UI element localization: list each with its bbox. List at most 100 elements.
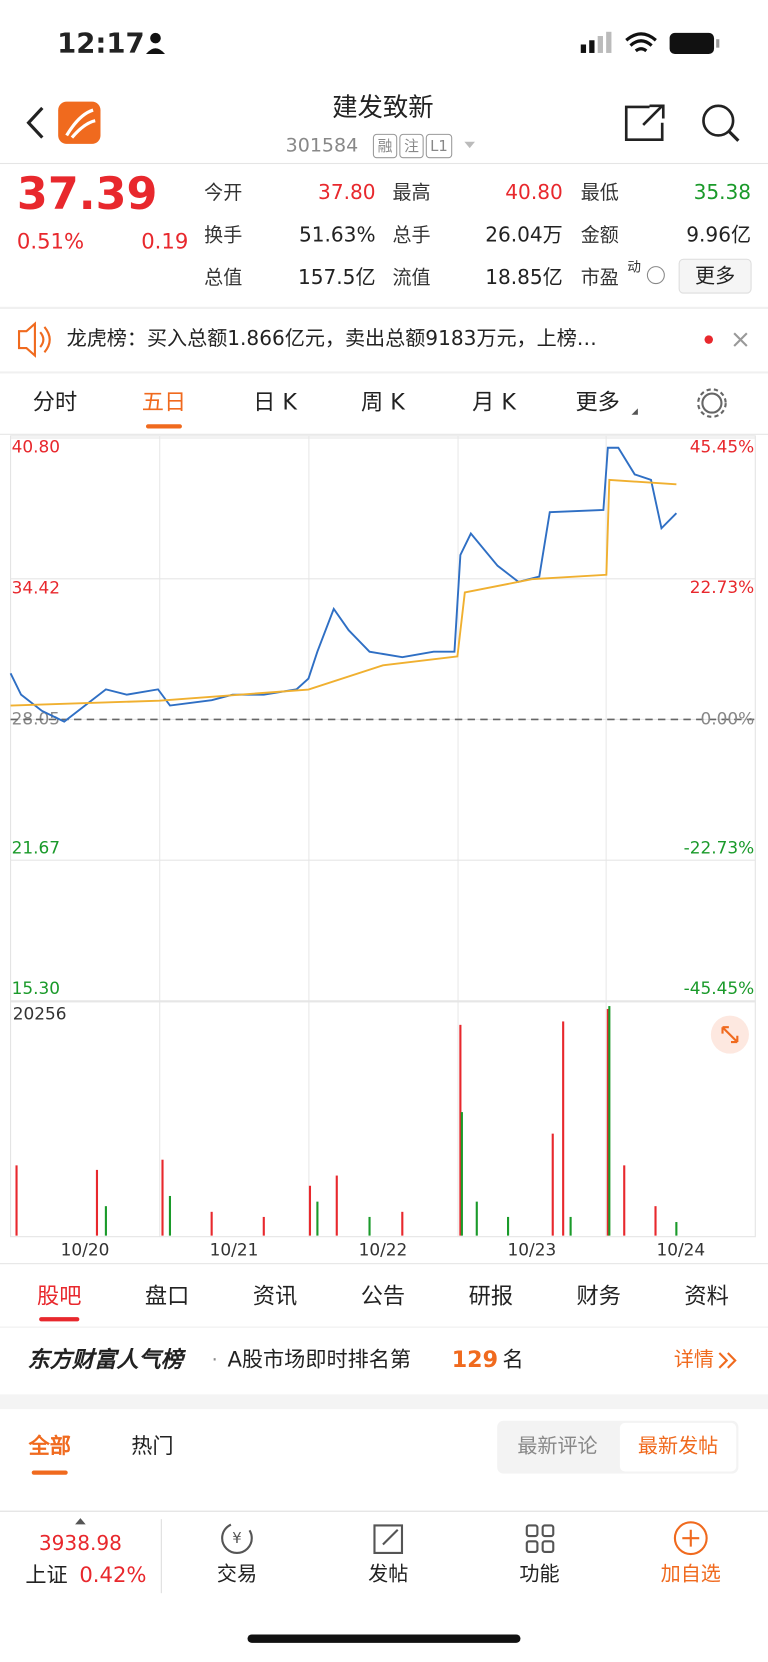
y-tick-label: 34.42: [12, 577, 60, 597]
banner-text[interactable]: 龙虎榜：买入总额1.866亿元，卖出总额9183万元，上榜…: [67, 326, 597, 350]
battery-tip: [716, 39, 720, 48]
more-label: 更多: [695, 264, 735, 288]
price-line: [10, 478, 677, 707]
feed-tab[interactable]: 全部: [28, 1433, 71, 1458]
expand-arrow[interactable]: [75, 1518, 86, 1525]
unread-dot: [704, 335, 713, 344]
index-value: 3938.98: [39, 1531, 122, 1555]
settings-gear: [697, 388, 727, 418]
ranking-brand: 东方财富人气榜: [28, 1347, 187, 1373]
nav-label[interactable]: 加自选: [661, 1562, 721, 1586]
x-tick-label: 10/22: [359, 1239, 408, 1259]
nav-label[interactable]: 发帖: [368, 1562, 408, 1586]
chart-tab[interactable]: 周 K: [361, 390, 406, 416]
stat-label: 最高: [392, 182, 430, 204]
nav-label[interactable]: 功能: [519, 1562, 559, 1586]
close-banner[interactable]: [733, 332, 748, 347]
trade-icon-glyph: ¥: [232, 1530, 241, 1547]
info-tab[interactable]: 资讯: [253, 1283, 297, 1309]
chart-tab[interactable]: 分时: [33, 390, 77, 416]
y-tick-label: 21.67: [12, 838, 60, 858]
divider: [0, 306, 768, 309]
speaker-icon: [17, 321, 51, 358]
change-pct: 0.51%: [17, 228, 84, 253]
chart-tab[interactable]: 月 K: [472, 390, 517, 416]
y-tick-label: 20256: [13, 1004, 67, 1024]
volume-bar: [262, 1216, 265, 1236]
volume-bar: [506, 1216, 510, 1236]
y2-tick-label: 45.45%: [690, 437, 754, 457]
dropdown-arrow[interactable]: [631, 408, 638, 415]
signal-icon: [580, 31, 612, 53]
settings-button[interactable]: [701, 392, 723, 414]
tag-box: [399, 133, 424, 159]
stat-value: 9.96亿: [686, 222, 751, 246]
sort-option[interactable]: 最新评论: [517, 1434, 597, 1458]
volume-bar: [459, 1024, 462, 1236]
info-tab[interactable]: 资料: [684, 1283, 728, 1309]
volume-bar: [15, 1165, 18, 1236]
change: 0.19: [141, 228, 188, 253]
stat-label: 换手: [204, 224, 242, 246]
post-icon: [373, 1524, 404, 1555]
y2-tick-label: 22.73%: [690, 577, 754, 597]
info-tab[interactable]: 公告: [361, 1283, 405, 1309]
stat-label: 最低: [581, 182, 619, 204]
chart-tab[interactable]: 五日: [142, 390, 186, 416]
sort-option[interactable]: 最新发帖: [638, 1434, 718, 1458]
tag: L1: [430, 138, 448, 155]
y-tick-label: 15.30: [12, 978, 60, 998]
function-icon: [525, 1524, 555, 1553]
wifi-icon: [625, 32, 657, 53]
divider: [0, 371, 768, 374]
feed-tab[interactable]: 热门: [131, 1433, 173, 1458]
stat-label-sup: 动: [627, 260, 641, 276]
day-dividers: [159, 435, 607, 1237]
stat-value: 26.04万: [485, 222, 563, 246]
dropdown-arrow[interactable]: [464, 141, 475, 149]
stat-value: 35.38: [694, 180, 751, 204]
divider: [0, 1510, 768, 1512]
info-tab[interactable]: 研报: [469, 1283, 513, 1309]
x-tick-label: 10/23: [508, 1239, 557, 1259]
dot-separator: ·: [212, 1349, 218, 1371]
tab-underline: [145, 424, 182, 429]
status-time: 12:17: [57, 27, 145, 59]
trade-icon: [221, 1522, 253, 1555]
add-watch-icon: [673, 1521, 708, 1556]
stat-value: 37.80: [318, 180, 375, 204]
y2-tick-label: -45.45%: [684, 978, 755, 998]
stat-value: 40.80: [505, 180, 562, 204]
chart-tab[interactable]: 更多: [575, 390, 619, 416]
info-tab[interactable]: 盘口: [145, 1283, 189, 1309]
divider: [160, 1519, 162, 1594]
app-logo-mark: [65, 108, 96, 139]
tag: 融: [378, 138, 393, 155]
volume-bar: [401, 1211, 404, 1236]
stock-name: 建发致新: [332, 92, 434, 122]
stat-label: 流值: [392, 267, 430, 289]
x-tick-label: 10/24: [656, 1239, 705, 1259]
share-button[interactable]: [624, 104, 665, 142]
ranking-number: 129: [452, 1347, 498, 1373]
volume-bar: [606, 1008, 609, 1236]
info-tab[interactable]: 股吧: [37, 1283, 81, 1309]
battery-icon: [669, 32, 715, 55]
nav-label[interactable]: 交易: [217, 1562, 257, 1586]
y2-tick-label: -22.73%: [684, 837, 755, 857]
details-link[interactable]: 详情: [674, 1347, 714, 1371]
stat-label: 总值: [204, 267, 242, 289]
more-button[interactable]: [678, 258, 752, 294]
chart-tab[interactable]: 日 K: [253, 390, 298, 416]
back-button[interactable]: [26, 106, 44, 139]
info-tab[interactable]: 财务: [577, 1283, 621, 1309]
app-logo: [58, 101, 101, 144]
divider: [0, 1263, 768, 1265]
search-button[interactable]: [702, 104, 735, 137]
home-indicator: [247, 1634, 521, 1643]
ranking-suffix: 名: [502, 1346, 523, 1371]
volume-bar: [168, 1195, 172, 1236]
sort-active: [619, 1422, 737, 1472]
volume-bar: [460, 1112, 463, 1236]
stat-label: 总手: [392, 224, 430, 246]
